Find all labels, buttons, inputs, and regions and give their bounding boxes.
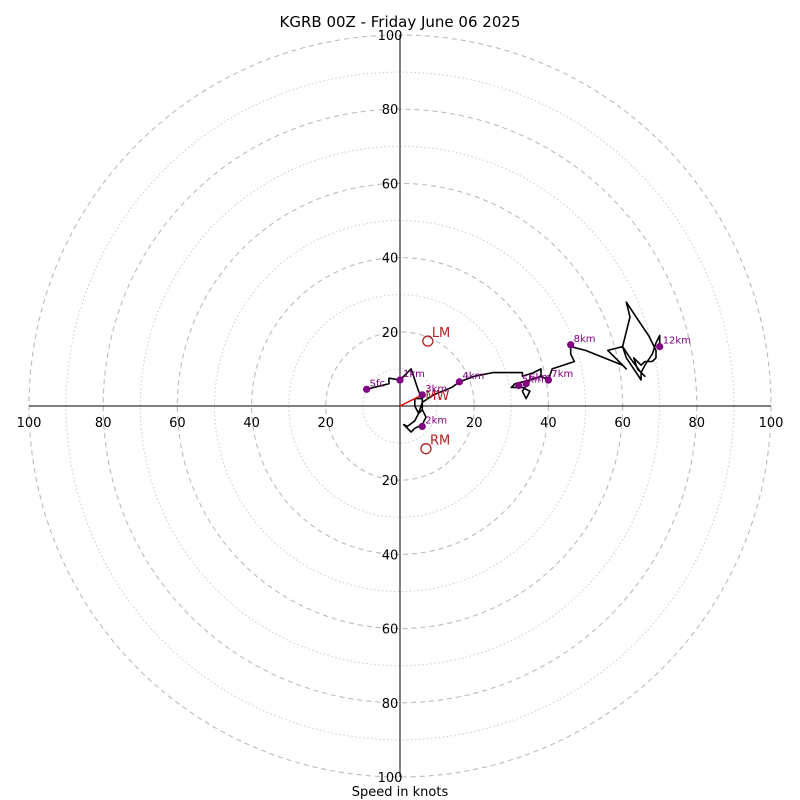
- x-tick-label-left: 20: [318, 416, 335, 431]
- x-axis-label: Speed in knots: [352, 785, 449, 800]
- mean-wind-vector: [399, 394, 423, 407]
- height-point: [418, 391, 426, 399]
- y-tick-label-top: 80: [382, 103, 399, 118]
- y-tick-label-bottom: 20: [382, 474, 399, 489]
- storm-motion-marker: [422, 335, 434, 347]
- x-tick-label-left: 100: [17, 416, 42, 431]
- x-tick-label-right: 40: [540, 416, 557, 431]
- x-tick-label-right: 80: [689, 416, 706, 431]
- y-tick-label-bottom: 40: [382, 548, 399, 563]
- y-tick-label-top: 100: [378, 29, 403, 44]
- height-point: [363, 385, 371, 393]
- height-label: 4km: [462, 371, 484, 382]
- height-label: 7km: [551, 369, 573, 380]
- y-tick-label-bottom: 80: [382, 697, 399, 712]
- height-point: [455, 378, 463, 386]
- tick-labels: 20 20 20 20 40 40 40 40 60 60 60 60 80 80 80 80 100 100 10…: [17, 29, 784, 786]
- y-tick-label-top: 20: [382, 326, 399, 341]
- chart-title: KGRB 00Z - Friday June 06 2025: [280, 13, 521, 31]
- y-tick-label-top: 60: [382, 177, 399, 192]
- height-label: 1km: [403, 369, 425, 380]
- height-point: [544, 376, 553, 384]
- y-tick-label-bottom: 60: [382, 623, 399, 638]
- height-point: [396, 376, 404, 384]
- x-tick-label-left: 80: [95, 416, 112, 431]
- storm-motion-label: RM: [430, 434, 450, 449]
- height-point: [656, 343, 664, 351]
- height-label: Sfc: [370, 378, 385, 389]
- storm-motion-label: LM: [432, 326, 450, 341]
- height-label: 8km: [574, 334, 596, 345]
- height-point: [515, 381, 523, 390]
- x-tick-label-right: 20: [466, 416, 483, 431]
- y-tick-label-top: 40: [382, 252, 399, 267]
- hodograph-line: [366, 301, 661, 433]
- height-label: 5km: [522, 375, 544, 386]
- height-point: [522, 380, 530, 388]
- height-label: 12km: [663, 336, 691, 347]
- height-point: [418, 422, 426, 431]
- storm-motion-layer: MW LM RM: [399, 326, 450, 455]
- height-label: 2km: [425, 415, 447, 426]
- x-tick-label-right: 100: [759, 416, 784, 431]
- x-tick-label-right: 60: [614, 416, 631, 431]
- x-tick-label-left: 60: [169, 416, 186, 431]
- height-label: 3km: [425, 384, 447, 395]
- hodograph-trace: [366, 301, 661, 433]
- x-tick-label-left: 40: [243, 416, 260, 431]
- height-point: [567, 341, 575, 349]
- y-tick-label-bottom: 100: [378, 771, 403, 786]
- mean-wind-label: MW: [425, 389, 449, 404]
- height-label: 6km: [529, 373, 551, 384]
- storm-motion-marker: [420, 443, 432, 455]
